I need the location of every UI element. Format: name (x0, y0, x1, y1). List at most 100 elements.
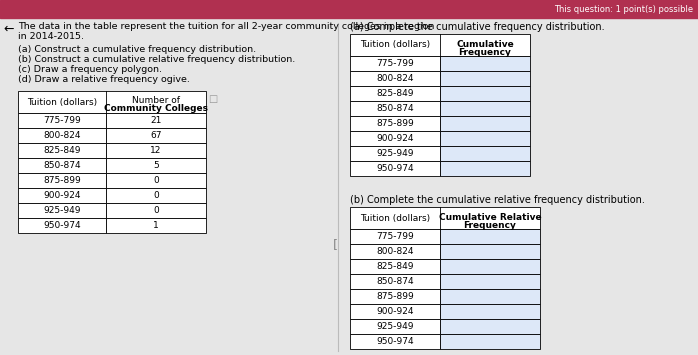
Text: 900-924: 900-924 (43, 191, 81, 200)
Bar (440, 56, 530, 71)
Bar (350, 71, 440, 86)
Bar (440, 259, 540, 274)
Bar (440, 161, 530, 176)
Bar (18, 113, 106, 128)
Text: 21: 21 (150, 116, 162, 125)
Bar (106, 173, 206, 188)
Bar (18, 188, 106, 203)
Text: 825-849: 825-849 (376, 89, 414, 98)
Text: [: [ (332, 239, 338, 251)
Text: 800-824: 800-824 (376, 74, 414, 83)
Text: 825-849: 825-849 (376, 262, 414, 271)
Bar (18, 218, 106, 233)
Text: 925-949: 925-949 (43, 206, 81, 215)
Text: in 2014-2015.: in 2014-2015. (18, 32, 84, 41)
Bar (440, 244, 540, 259)
Text: This question: 1 point(s) possible: This question: 1 point(s) possible (554, 5, 693, 13)
Text: 0: 0 (153, 176, 159, 185)
Text: 900-924: 900-924 (376, 134, 414, 143)
Bar (350, 259, 440, 274)
Bar (106, 143, 206, 158)
Bar (106, 203, 206, 218)
Text: (a) Construct a cumulative frequency distribution.: (a) Construct a cumulative frequency dis… (18, 45, 256, 54)
Bar (350, 274, 440, 289)
Bar (18, 173, 106, 188)
Bar (350, 86, 440, 101)
Bar (440, 274, 540, 289)
Bar (18, 128, 106, 143)
Bar (350, 34, 530, 56)
Bar (350, 161, 440, 176)
Bar (106, 218, 206, 233)
Bar (106, 113, 206, 128)
Bar (0, 0, 698, 18)
Text: 850-874: 850-874 (43, 161, 81, 170)
Bar (350, 146, 440, 161)
Bar (440, 86, 530, 101)
Bar (350, 116, 440, 131)
Text: 925-949: 925-949 (376, 322, 414, 331)
Text: 950-974: 950-974 (376, 164, 414, 173)
Text: 5: 5 (153, 161, 159, 170)
Bar (18, 158, 106, 173)
Text: (c) Draw a frequency polygon.: (c) Draw a frequency polygon. (18, 65, 162, 74)
Bar (440, 319, 540, 334)
Text: The data in the table represent the tuition for all 2-year community colleges in: The data in the table represent the tuit… (18, 22, 434, 31)
Text: 850-874: 850-874 (376, 277, 414, 286)
Text: 875-899: 875-899 (376, 119, 414, 128)
Bar (106, 158, 206, 173)
Text: Frequency: Frequency (459, 48, 512, 57)
Bar (440, 131, 530, 146)
Bar (350, 101, 440, 116)
Bar (18, 203, 106, 218)
Bar (440, 71, 530, 86)
Text: Tuition (dollars): Tuition (dollars) (27, 98, 97, 106)
Bar (440, 101, 530, 116)
Text: 800-824: 800-824 (43, 131, 81, 140)
Text: Cumulative Relative: Cumulative Relative (438, 213, 542, 222)
Text: 875-899: 875-899 (43, 176, 81, 185)
Bar (18, 91, 206, 113)
Bar (440, 116, 530, 131)
Text: 67: 67 (150, 131, 162, 140)
Text: (a) Complete the cumulative frequency distribution.: (a) Complete the cumulative frequency di… (350, 22, 604, 32)
Bar (350, 334, 440, 349)
Text: 950-974: 950-974 (43, 221, 81, 230)
Text: 0: 0 (153, 206, 159, 215)
Text: 12: 12 (150, 146, 162, 155)
Text: □: □ (208, 94, 217, 104)
Bar (350, 244, 440, 259)
Text: 850-874: 850-874 (376, 104, 414, 113)
Text: 775-799: 775-799 (376, 232, 414, 241)
Bar (350, 56, 440, 71)
Text: Tuition (dollars): Tuition (dollars) (360, 40, 430, 49)
Bar (106, 128, 206, 143)
Bar (440, 289, 540, 304)
Bar (18, 143, 106, 158)
Bar (350, 207, 540, 229)
Text: 775-799: 775-799 (376, 59, 414, 68)
Text: Tuition (dollars): Tuition (dollars) (360, 213, 430, 223)
Bar (350, 229, 440, 244)
Text: 900-924: 900-924 (376, 307, 414, 316)
Bar (350, 131, 440, 146)
Bar (440, 334, 540, 349)
Text: ←: ← (3, 23, 13, 36)
Text: 775-799: 775-799 (43, 116, 81, 125)
Bar (440, 304, 540, 319)
Text: Number of: Number of (132, 96, 180, 105)
Text: (b) Construct a cumulative relative frequency distribution.: (b) Construct a cumulative relative freq… (18, 55, 295, 64)
Bar (350, 319, 440, 334)
Bar (106, 188, 206, 203)
Bar (350, 304, 440, 319)
Bar (350, 289, 440, 304)
Bar (440, 146, 530, 161)
Bar (440, 229, 540, 244)
Text: (b) Complete the cumulative relative frequency distribution.: (b) Complete the cumulative relative fre… (350, 195, 645, 205)
Text: 0: 0 (153, 191, 159, 200)
Text: (d) Draw a relative frequency ogive.: (d) Draw a relative frequency ogive. (18, 75, 190, 84)
Text: Community Colleges: Community Colleges (104, 104, 208, 113)
Text: 925-949: 925-949 (376, 149, 414, 158)
Text: Frequency: Frequency (463, 221, 517, 230)
Text: 875-899: 875-899 (376, 292, 414, 301)
